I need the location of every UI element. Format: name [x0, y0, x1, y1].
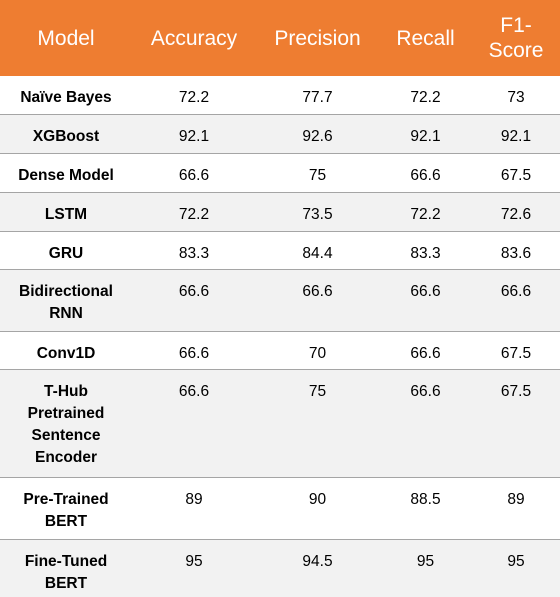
f1-cell: 67.5: [472, 331, 560, 370]
model-name: Fine-Tuned BERT: [0, 539, 132, 597]
model-name: Dense Model: [0, 153, 132, 193]
table-row: LSTM 72.2 73.5 72.2 72.6: [0, 192, 560, 232]
f1-cell: 67.5: [472, 153, 560, 193]
f1-cell: 72.6: [472, 192, 560, 232]
f1-cell: 66.6: [472, 269, 560, 332]
precision-cell: 77.7: [256, 76, 379, 115]
precision-cell: 70: [256, 331, 379, 370]
f1-cell: 89: [472, 477, 560, 540]
accuracy-cell: 66.6: [132, 331, 256, 370]
f1-cell: 95: [472, 539, 560, 597]
recall-cell: 95: [379, 539, 472, 597]
precision-cell: 84.4: [256, 231, 379, 270]
header-f1-score: F1- Score: [472, 0, 560, 76]
header-accuracy: Accuracy: [132, 0, 256, 76]
precision-cell: 75: [256, 153, 379, 193]
model-name: Naïve Bayes: [0, 76, 132, 115]
f1-cell: 83.6: [472, 231, 560, 270]
table-row: Dense Model 66.6 75 66.6 67.5: [0, 153, 560, 193]
table-row: Bidirectional RNN 66.6 66.6 66.6 66.6: [0, 269, 560, 332]
recall-cell: 88.5: [379, 477, 472, 540]
f1-cell: 67.5: [472, 369, 560, 478]
precision-cell: 94.5: [256, 539, 379, 597]
table-row: Fine-Tuned BERT 95 94.5 95 95: [0, 539, 560, 597]
accuracy-cell: 83.3: [132, 231, 256, 270]
accuracy-cell: 66.6: [132, 269, 256, 332]
recall-cell: 66.6: [379, 369, 472, 478]
recall-cell: 66.6: [379, 269, 472, 332]
model-name: T-Hub Pretrained Sentence Encoder: [0, 369, 132, 478]
recall-cell: 66.6: [379, 153, 472, 193]
model-name: LSTM: [0, 192, 132, 232]
accuracy-cell: 72.2: [132, 192, 256, 232]
recall-cell: 72.2: [379, 76, 472, 115]
table-row: Pre-Trained BERT 89 90 88.5 89: [0, 477, 560, 540]
precision-cell: 73.5: [256, 192, 379, 232]
f1-cell: 92.1: [472, 114, 560, 154]
recall-cell: 72.2: [379, 192, 472, 232]
header-model: Model: [0, 0, 132, 76]
accuracy-cell: 66.6: [132, 153, 256, 193]
header-row: Model Accuracy Precision Recall F1- Scor…: [0, 0, 560, 76]
model-name: Bidirectional RNN: [0, 269, 132, 332]
model-name: Pre-Trained BERT: [0, 477, 132, 540]
precision-cell: 75: [256, 369, 379, 478]
accuracy-cell: 95: [132, 539, 256, 597]
recall-cell: 66.6: [379, 331, 472, 370]
model-name: XGBoost: [0, 114, 132, 154]
precision-cell: 90: [256, 477, 379, 540]
model-name: Conv1D: [0, 331, 132, 370]
precision-cell: 66.6: [256, 269, 379, 332]
accuracy-cell: 92.1: [132, 114, 256, 154]
recall-cell: 83.3: [379, 231, 472, 270]
precision-cell: 92.6: [256, 114, 379, 154]
header-recall: Recall: [379, 0, 472, 76]
f1-cell: 73: [472, 76, 560, 115]
table-row: Naïve Bayes 72.2 77.7 72.2 73: [0, 76, 560, 115]
table-row: XGBoost 92.1 92.6 92.1 92.1: [0, 114, 560, 154]
accuracy-cell: 72.2: [132, 76, 256, 115]
recall-cell: 92.1: [379, 114, 472, 154]
accuracy-cell: 66.6: [132, 369, 256, 478]
model-name: GRU: [0, 231, 132, 270]
table-row: GRU 83.3 84.4 83.3 83.6: [0, 231, 560, 270]
header-precision: Precision: [256, 0, 379, 76]
accuracy-cell: 89: [132, 477, 256, 540]
table-row: T-Hub Pretrained Sentence Encoder 66.6 7…: [0, 369, 560, 478]
table-row: Conv1D 66.6 70 66.6 67.5: [0, 331, 560, 370]
